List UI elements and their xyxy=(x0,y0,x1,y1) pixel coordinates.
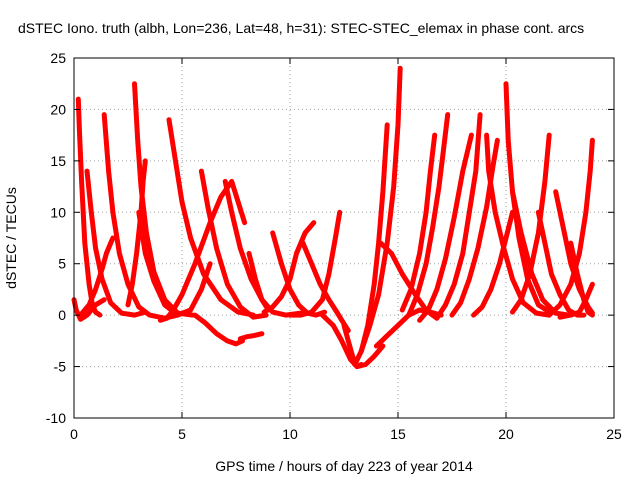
phase-arc-23 xyxy=(358,65,403,354)
phase-arc-38 xyxy=(546,137,595,318)
axis-ticks: 0 5 10 15 20 25 -10 -5 0 5 10 15 20 25 xyxy=(46,50,622,442)
phase-arc-27 xyxy=(406,112,451,318)
phase-arc-12 xyxy=(192,312,245,347)
phase-arc-33 xyxy=(503,81,554,316)
phase-arc-3 xyxy=(84,168,148,318)
plot-frame xyxy=(73,57,615,419)
y-tick-label: 25 xyxy=(50,50,66,66)
phase-arc-31 xyxy=(484,132,552,318)
phase-arc-35 xyxy=(510,189,572,318)
phase-arc-2 xyxy=(75,96,103,318)
phase-arc-34 xyxy=(510,132,552,315)
phase-arc-30 xyxy=(449,137,500,318)
y-tick-label: 0 xyxy=(58,307,66,323)
x-tick-label: 5 xyxy=(178,426,186,442)
x-axis-label: GPS time / hours of day 223 of year 2014 xyxy=(215,458,473,474)
phase-arc-39 xyxy=(557,281,595,320)
phase-arc-40 xyxy=(568,240,595,318)
phase-arc-26 xyxy=(399,132,438,313)
x-tick-label: 25 xyxy=(606,426,622,442)
y-tick-label: 5 xyxy=(58,256,66,272)
grid xyxy=(74,58,614,418)
y-tick-label: -5 xyxy=(54,359,67,375)
phase-arc-28 xyxy=(417,132,474,323)
chart-title: dSTEC Iono. truth (albh, Lon=236, Lat=48… xyxy=(18,20,584,36)
x-tick-label: 10 xyxy=(282,426,298,442)
y-tick-label: 15 xyxy=(50,153,66,169)
phase-arc-8 xyxy=(125,158,148,308)
phase-arc-21 xyxy=(341,322,364,370)
phase-arc-1 xyxy=(71,297,107,322)
phase-arc-18 xyxy=(300,240,351,334)
y-tick-label: 20 xyxy=(50,101,66,117)
phase-arc-4 xyxy=(101,112,181,321)
phase-arc-29 xyxy=(434,112,483,321)
x-tick-label: 0 xyxy=(70,426,78,442)
y-tick-label: 10 xyxy=(50,204,66,220)
y-tick-label: -10 xyxy=(46,410,66,426)
y-axis-label: dSTEC / TECUs xyxy=(3,187,19,289)
data-series xyxy=(71,65,595,370)
x-tick-label: 15 xyxy=(390,426,406,442)
phase-arc-11 xyxy=(198,168,269,320)
phase-arc-15 xyxy=(246,250,271,313)
phase-arc-5 xyxy=(78,235,116,318)
phase-arc-16 xyxy=(261,220,317,315)
phase-arc-14 xyxy=(237,331,265,342)
x-tick-label: 20 xyxy=(498,426,514,442)
phase-arc-17 xyxy=(270,230,328,318)
phase-arc-19 xyxy=(287,209,343,318)
phase-arc-32 xyxy=(471,209,515,318)
